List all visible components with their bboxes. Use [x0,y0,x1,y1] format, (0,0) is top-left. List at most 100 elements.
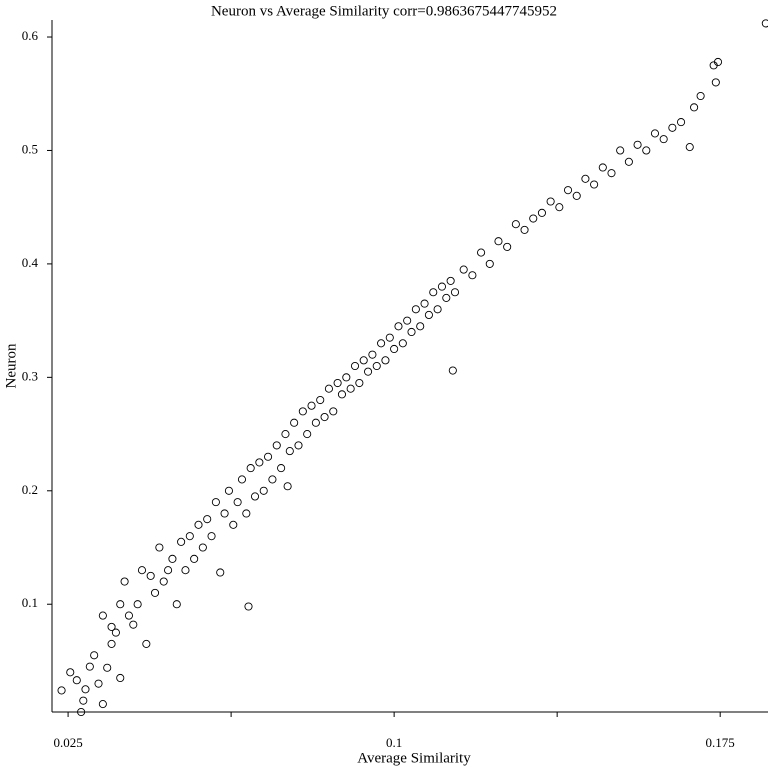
point [285,447,294,456]
point [164,566,173,575]
point [316,395,325,405]
point [250,492,260,501]
point [57,686,66,695]
point [511,220,520,229]
point [72,676,81,685]
y-tick-label: 0.2 [22,482,38,497]
point [85,662,94,671]
point [616,146,625,155]
point [120,577,129,586]
point [172,600,181,609]
point [77,707,86,717]
chart-title: Neuron vs Average Similarity corr=0.9863… [211,3,557,19]
point [155,543,164,552]
point [220,509,229,518]
x-tick-label: 0.175 [706,735,735,750]
point [624,157,633,166]
point [477,248,486,257]
point [355,378,364,388]
point [281,430,290,439]
point [224,486,233,495]
point [420,299,429,308]
point [333,378,342,388]
y-tick-label: 0.3 [22,368,38,383]
point [448,366,457,375]
point [685,143,694,152]
point [198,543,207,552]
point [237,475,247,484]
point [546,197,555,206]
point [529,214,538,223]
point [677,118,686,127]
point [572,191,581,200]
point [329,407,338,416]
point [411,305,420,314]
point [563,186,573,195]
point [107,639,116,648]
point [337,390,347,399]
point [668,123,677,132]
point [468,271,477,280]
point [90,651,99,660]
point [181,566,190,575]
point [194,520,203,529]
point [555,203,564,212]
point [324,384,333,393]
point [298,407,307,416]
point [124,611,133,620]
point [129,620,138,629]
point [372,361,381,371]
point [98,700,107,709]
point [81,685,90,694]
point [696,91,705,101]
point [381,356,390,365]
point [242,509,251,518]
point [255,458,264,467]
point [307,401,316,410]
point [377,339,386,348]
point [485,259,494,268]
point [346,384,355,393]
point [233,498,242,507]
point [168,554,177,563]
point [433,305,442,314]
y-tick-label: 0.1 [22,595,38,610]
point [142,639,151,648]
point [244,602,253,611]
point [283,482,292,491]
point [633,140,642,149]
point [659,135,668,144]
point [94,679,103,688]
point [761,19,768,28]
point [264,452,273,461]
point [459,265,468,274]
point [363,367,373,376]
point [503,242,512,251]
point [137,566,147,575]
x-tick-label: 0.025 [53,735,82,750]
point [607,169,616,178]
point [690,103,699,112]
point [246,464,255,473]
point [229,520,238,529]
x-axis-label: Average Similarity [357,750,471,766]
point [133,600,142,609]
point [350,361,360,371]
point [116,600,125,609]
point [598,163,607,172]
point [398,339,407,348]
point [446,276,455,285]
point [159,577,168,586]
point [590,180,599,189]
point [98,611,107,620]
point [203,515,212,524]
point [150,588,160,597]
point [442,293,451,302]
point [403,316,412,325]
point [711,78,720,87]
point [311,418,320,427]
point [116,673,125,683]
y-tick-label: 0.5 [22,141,38,156]
point [216,568,225,577]
y-axis-label: Neuron [3,343,19,388]
